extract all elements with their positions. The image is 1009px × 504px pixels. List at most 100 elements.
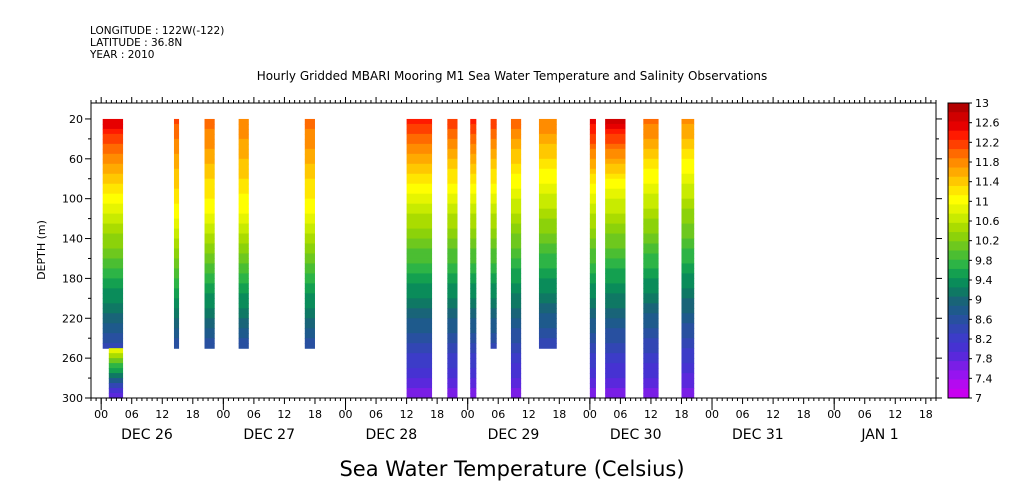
heatmap-cell [447, 308, 458, 314]
y-tick-label: 300 [62, 392, 83, 405]
latitude-label: LATITUDE : 36.8N [90, 37, 183, 49]
heatmap-cell [589, 228, 596, 235]
heatmap-cell [238, 218, 249, 225]
heatmap-cell [447, 168, 458, 175]
heatmap-cell [589, 218, 596, 225]
heatmap-cell [406, 213, 433, 220]
heatmap-cell [406, 173, 433, 180]
heatmap-cell [490, 123, 497, 130]
heatmap-cell [643, 228, 659, 235]
heatmap-cell [538, 138, 557, 145]
heatmap-cell [406, 123, 433, 130]
heatmap-cell [510, 318, 522, 324]
heatmap-cell [447, 328, 458, 334]
heatmap-cell [490, 338, 497, 344]
heatmap-cell [447, 293, 458, 299]
heatmap-cell [510, 303, 522, 309]
heatmap-cell [304, 133, 315, 140]
heatmap-cell [510, 208, 522, 215]
heatmap-cell [102, 278, 124, 284]
x-hour-tick-label: 12 [766, 408, 780, 421]
heatmap-cell [538, 213, 557, 220]
heatmap-cell [510, 358, 522, 364]
heatmap-cell [173, 148, 180, 155]
heatmap-cell [605, 193, 626, 200]
heatmap-cell [470, 158, 477, 165]
heatmap-cell [681, 368, 695, 374]
heatmap-cell [406, 328, 433, 334]
heatmap-cell [406, 143, 433, 150]
heatmap-cell [304, 148, 315, 155]
heatmap-cell [304, 123, 315, 130]
heatmap-cell [406, 243, 433, 250]
heatmap-cell [238, 233, 249, 240]
heatmap-cell [173, 198, 180, 205]
heatmap-cell [490, 163, 497, 170]
heatmap-cell [108, 368, 124, 374]
heatmap-cell [643, 388, 659, 394]
heatmap-cell [447, 358, 458, 364]
heatmap-cell [238, 298, 249, 304]
heatmap-cell [447, 263, 458, 270]
heatmap-cell [605, 203, 626, 210]
heatmap-cell [605, 318, 626, 324]
heatmap-cell [204, 343, 215, 349]
heatmap-cell [470, 298, 477, 304]
heatmap-cell [589, 353, 596, 359]
heatmap-column [447, 118, 458, 399]
heatmap-cell [238, 263, 249, 270]
heatmap-cell [589, 238, 596, 245]
heatmap-cell [538, 293, 557, 299]
heatmap-cell [447, 388, 458, 394]
heatmap-cell [605, 178, 626, 185]
heatmap-cell [447, 213, 458, 220]
heatmap-cell [173, 298, 180, 304]
heatmap-cell [605, 173, 626, 180]
heatmap-cell [204, 263, 215, 270]
x-day-label: JAN 1 [860, 427, 898, 443]
heatmap-cell [490, 183, 497, 190]
heatmap-cell [238, 313, 249, 319]
heatmap-cell [681, 358, 695, 364]
heatmap-cell [204, 158, 215, 165]
heatmap-cell [406, 373, 433, 379]
x-hour-tick-label: 06 [369, 408, 383, 421]
heatmap-cell [304, 208, 315, 215]
x-hour-tick-label: 18 [552, 408, 566, 421]
heatmap-cell [173, 138, 180, 145]
heatmap-cell [681, 268, 695, 275]
heatmap-column [538, 118, 557, 349]
colorbar-label: 8.6 [975, 313, 993, 326]
heatmap-cell [470, 388, 477, 394]
heatmap-cell [510, 338, 522, 344]
heatmap-cell [406, 183, 433, 190]
heatmap-cell [470, 123, 477, 130]
heatmap-cell [538, 258, 557, 265]
heatmap-cell [406, 323, 433, 329]
heatmap-cell [304, 213, 315, 220]
heatmap-cell [643, 268, 659, 275]
heatmap-cell [204, 323, 215, 329]
heatmap-cell [204, 133, 215, 140]
heatmap-cell [643, 203, 659, 210]
heatmap-cell [447, 383, 458, 389]
heatmap-cell [238, 333, 249, 339]
heatmap-cell [470, 233, 477, 240]
heatmap-cell [304, 323, 315, 329]
heatmap-cell [605, 128, 626, 135]
heatmap-cell [204, 143, 215, 150]
heatmap-cell [510, 238, 522, 245]
heatmap-cell [204, 238, 215, 245]
heatmap-cell [204, 118, 215, 125]
heatmap-cell [605, 118, 626, 125]
heatmap-cell [681, 223, 695, 230]
heatmap-cell [605, 183, 626, 190]
heatmap-cell [447, 223, 458, 230]
heatmap-cell [643, 283, 659, 289]
heatmap-cell [238, 248, 249, 255]
heatmap-cell [589, 393, 596, 399]
heatmap-cell [406, 233, 433, 240]
heatmap-cell [643, 123, 659, 130]
heatmap-cell [605, 328, 626, 334]
heatmap-cell [406, 203, 433, 210]
